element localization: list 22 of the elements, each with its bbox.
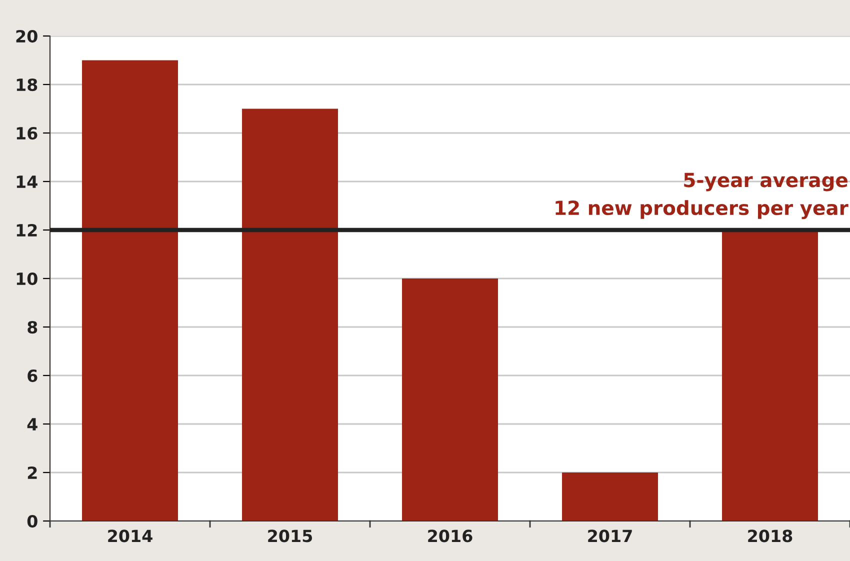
bar (722, 230, 818, 521)
y-tick-label: 16 (16, 126, 38, 140)
y-tick-label: 4 (27, 418, 38, 430)
y-tick-label: 6 (28, 369, 38, 382)
y-tick-label: 14 (16, 176, 38, 188)
y-tick-label: 20 (16, 30, 38, 43)
x-tick-label: 2018 (748, 530, 792, 542)
bar (562, 472, 658, 521)
y-tick-label: 12 (16, 224, 37, 236)
ref-line-label: 5-year average 12 new producers per year (556, 172, 848, 220)
x-tick-label: 2014 (108, 530, 152, 542)
x-tick-label: 2016 (428, 530, 472, 542)
bar (402, 278, 498, 521)
y-tick-label: 18 (16, 78, 38, 92)
y-tick-label: 2 (28, 466, 37, 479)
y-tick-label: 0 (27, 514, 38, 528)
bar (82, 60, 178, 521)
bar (242, 108, 338, 521)
y-tick-label: 10 (16, 272, 38, 286)
x-tick-label: 2017 (588, 530, 632, 542)
x-tick-label: 2015 (268, 530, 312, 542)
y-tick-label: 8 (28, 320, 38, 334)
